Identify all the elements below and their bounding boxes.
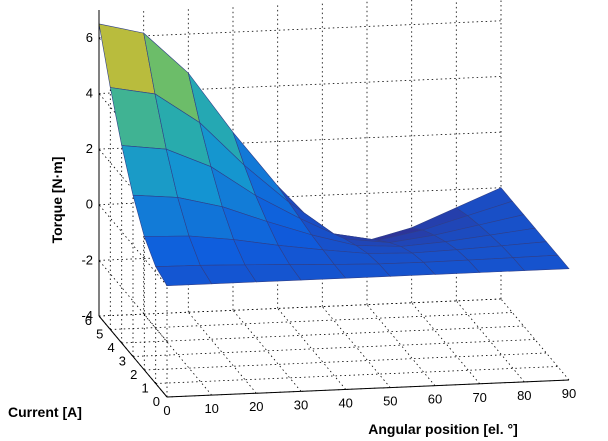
y-tick-label: 5 [96, 327, 103, 342]
surface-patch [98, 23, 156, 95]
x-tick-label: 80 [517, 388, 531, 403]
y-tick-label: 4 [107, 340, 114, 355]
y-tick-label: 3 [119, 354, 126, 369]
x-tick-label: 90 [562, 386, 576, 401]
z-tick-label: 0 [86, 197, 93, 212]
x-tick-label: 0 [163, 403, 170, 418]
floor-grid-line [232, 310, 302, 392]
z-tick-label: 2 [86, 141, 93, 156]
surface-patch [512, 254, 570, 271]
floor-grid-line [155, 366, 558, 384]
floor-grid-line [455, 300, 525, 383]
z-axis-label: Torque [N·m] [49, 157, 65, 244]
y-tick-label: 2 [130, 367, 137, 382]
torque-surface [98, 23, 570, 287]
x-axis-line [166, 379, 570, 398]
x-tick-label: 40 [338, 395, 352, 410]
x-tick-label: 30 [294, 397, 308, 412]
x-tick-label: 60 [428, 392, 442, 407]
floor-grid-line [277, 308, 347, 390]
z-tick-label: -2 [81, 252, 93, 267]
floor-grid-line [143, 313, 213, 396]
floor-grid-line [500, 298, 570, 381]
x-tick-label: 50 [383, 394, 397, 409]
floor-grid-line [187, 311, 257, 394]
y-axis-label: Current [A] [8, 404, 82, 420]
x-tick-label: 10 [204, 401, 218, 416]
axis-box [98, 10, 570, 398]
x-tick-label: 20 [249, 399, 263, 414]
y-tick-label: 6 [85, 313, 92, 328]
floor-grid-line [121, 325, 524, 344]
y-tick-label: 0 [153, 394, 160, 409]
back-wall-grid-line [98, 20, 502, 39]
back-wall-grid-line [98, 298, 502, 317]
z-tick-label: 6 [86, 30, 93, 45]
y-tick-label: 1 [141, 381, 148, 396]
floor-grid-line [110, 312, 513, 330]
floor-grid-line [321, 306, 391, 388]
floor-grid-line [144, 352, 547, 371]
y-axis-line [98, 315, 168, 398]
floor-grid-line [411, 302, 481, 385]
x-tick-label: 70 [472, 390, 486, 405]
floor-grid-line [132, 339, 536, 357]
z-tick-label: -4 [81, 308, 93, 323]
floor-grid-line [366, 304, 436, 386]
x-axis-label: Angular position [el. °] [368, 421, 517, 437]
z-tick-label: 4 [86, 86, 93, 101]
